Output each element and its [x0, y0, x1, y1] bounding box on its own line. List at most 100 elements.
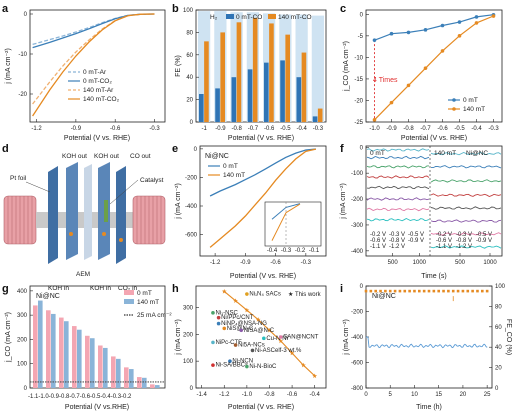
bar-series-1: [51, 313, 56, 388]
y-tick-label: -10: [354, 55, 363, 61]
y-axis-label-g: j_CO (mA cm⁻²): [5, 312, 12, 363]
x-tick-label: -1.0: [242, 392, 253, 398]
fe-marker: [481, 289, 484, 293]
trace-140mt: [430, 232, 502, 236]
plot-frame-e: [199, 145, 327, 257]
series-lines-i: [364, 289, 489, 349]
y-tick-label: 0: [24, 12, 28, 18]
x-tick-label: -1.2: [31, 126, 42, 132]
cell-plate: [48, 166, 58, 264]
data-point: [372, 38, 377, 42]
series-lines-a: [32, 13, 155, 117]
port-marker: [69, 232, 73, 236]
y2-tick-label: 0: [495, 386, 499, 392]
bar-series-1: [90, 338, 95, 388]
y2-tick-label: 60: [495, 325, 502, 331]
bar-series-1: [64, 321, 69, 388]
trace-0mt: [366, 185, 430, 190]
y-tick-label: -5: [358, 34, 364, 40]
series-lines-f: [366, 148, 502, 249]
label-0mt: 0 mT: [370, 150, 385, 157]
ref-point: [211, 311, 215, 315]
panel-f: f 0 -100 -200 -300 -400 500 1000 500 1000 0 mT 1…: [340, 143, 503, 280]
magnet-coil-right: [132, 195, 166, 245]
y-tick-label: -600: [185, 233, 198, 239]
panel-e: e -1.2 -0.9 -0.6 -0.30-200-400-600 Ni@NC Po…: [172, 143, 327, 280]
x-tick-label: -0.9: [386, 126, 397, 132]
chart-title-f: Ni@NC: [466, 150, 488, 157]
label-koh-in-2: KOH in: [90, 285, 111, 292]
ref-label: Ni₁N₄ SACs: [249, 292, 280, 298]
y-axis-label-c: j_CO (mA cm⁻²): [343, 41, 350, 92]
legend-item: 140 mT: [223, 172, 245, 179]
legend-item: -0.9 V: [408, 238, 424, 244]
legend-item: -0.8 V: [389, 238, 405, 244]
fe-marker: [427, 289, 431, 293]
x-tick-label: -1.4: [196, 392, 207, 398]
data-point: [457, 20, 462, 24]
legend-item: -0.6 V: [436, 238, 452, 244]
y-tick-label: -10: [18, 52, 27, 58]
x-tick-label: 1000: [413, 260, 427, 266]
y2-tick-label: 80: [495, 304, 502, 310]
bar-series-1: [312, 116, 318, 122]
bar-series-0: [33, 305, 38, 388]
panel-letter-e: e: [172, 143, 178, 155]
ref-label: NiSA@N-C: [244, 328, 275, 334]
bars-b: [198, 11, 324, 123]
legend-item: 0 mT-Ar: [83, 69, 107, 76]
panel-letter-f: f: [340, 143, 344, 155]
chart-title-g: Ni@NC: [36, 293, 60, 300]
legend-item: 0 mT-CO₂: [83, 78, 112, 85]
fe-marker: [447, 289, 450, 293]
x-tick-labels-g: -1.1-1.0-0.9-0.8-0.7-0.6-0.5-0.4-0.3-0.2: [28, 394, 132, 400]
y-tick-label: -20: [354, 98, 363, 104]
legend-item: 0 mT-CO: [236, 14, 262, 21]
inset-tick-label: -0.4: [267, 248, 278, 254]
x-tick-label: 500: [455, 260, 466, 266]
y-tick-label: -20: [18, 92, 27, 98]
fe-marker: [413, 289, 416, 293]
bar-series-1: [155, 385, 160, 388]
x-tick-label: -0.4: [296, 126, 307, 132]
panel-letter-h: h: [172, 283, 179, 295]
ref-point: [239, 328, 244, 333]
legend-swatch: [124, 299, 134, 304]
x-tick-label: -0.8: [231, 126, 242, 132]
legend-item: -1.1 V: [370, 244, 386, 250]
x-tick-label: -1: [201, 126, 207, 132]
trace-0mt: [366, 165, 429, 169]
y-tick-label: 0: [190, 386, 194, 392]
label-co2-in: CO₂ in: [118, 285, 138, 292]
this-work-star: [312, 373, 318, 379]
bar-series-2: [317, 108, 323, 122]
x-tick-label: -0.8: [403, 126, 414, 132]
panel-b: b -1 -0.9 -0.8 -0.7 -0.6 -0.5 -0.4 -0.3 0 20 40 60 8…: [172, 3, 327, 142]
inset-series-1: [271, 203, 301, 241]
trace-140mt: [430, 219, 502, 223]
series-line-0: [374, 14, 494, 41]
legend-a: 0 mT-Ar 0 mT-CO₂ 140 mT-Ar 140 mT-CO₂: [68, 69, 120, 103]
legend-swatch: [268, 14, 276, 19]
x-tick-label: -0.8: [264, 392, 275, 398]
fe-marker: [374, 289, 377, 293]
legend-item: H₂: [210, 14, 218, 21]
magnet-coil-left: [3, 195, 37, 245]
legend-marker: [452, 98, 456, 102]
legend-item: -0.8 V: [456, 238, 472, 244]
bar-series-2: [252, 17, 258, 123]
axis-ticks-g: 0 100 200 300 400: [17, 289, 33, 392]
x-tick-label: -0.7: [420, 126, 431, 132]
fe-marker: [461, 289, 465, 293]
y-tick-label: 0: [360, 145, 364, 151]
y-tick-label: -400: [351, 249, 364, 255]
bar-series-0: [98, 345, 103, 388]
y-tick-label: 0: [360, 284, 364, 290]
plot-frame-h: [195, 285, 327, 389]
series-lines-e: [209, 148, 317, 248]
this-work-star: [300, 362, 306, 368]
trace-140mt: [430, 152, 502, 156]
bar-series-0: [124, 367, 129, 388]
